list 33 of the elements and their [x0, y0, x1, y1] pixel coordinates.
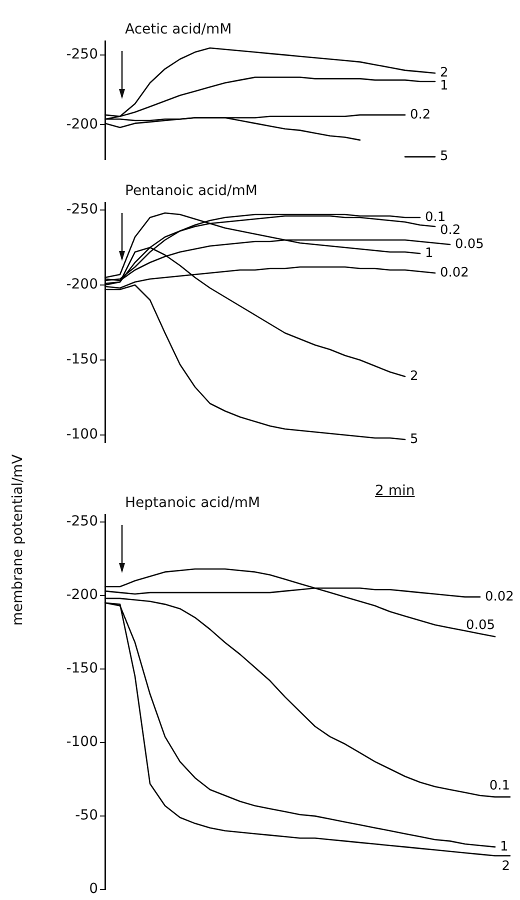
series-label: 0.2: [440, 222, 461, 238]
series-label: 0.2: [410, 107, 431, 122]
series-label: 5: [410, 432, 418, 447]
y-tick-label: -100: [66, 734, 98, 750]
y-tick-label: -200: [66, 587, 98, 604]
y-tick-label: -100: [66, 426, 98, 443]
chart-title: Pentanoic acid/mM: [125, 183, 258, 200]
series-label: 2: [502, 859, 510, 874]
y-tick-label: -250: [66, 46, 98, 63]
series-label: 1: [500, 839, 508, 854]
y-tick-label: -200: [66, 276, 98, 293]
y-tick-label: -200: [66, 116, 98, 132]
text: 2 min: [375, 482, 415, 498]
series-label: 0.05: [466, 618, 496, 634]
y-tick-label: -150: [66, 660, 98, 677]
series-label: 5: [440, 149, 448, 164]
series-label: 1: [440, 78, 448, 94]
y-tick-label: -250: [66, 202, 98, 218]
series-label: 0.02: [440, 265, 469, 280]
y-axis-title: membrane potential/mV: [10, 454, 26, 626]
series-label: 0.02: [485, 589, 514, 604]
y-tick-label: -50: [75, 808, 98, 824]
series-label: 2: [440, 65, 448, 80]
series-label: 2: [410, 368, 418, 384]
y-tick-label: 0: [89, 881, 98, 898]
series-label: 0.1: [425, 210, 446, 225]
series-label: 1: [425, 246, 434, 261]
chart-title: Acetic acid/mM: [125, 22, 232, 38]
series-label: 0.1: [489, 778, 510, 794]
y-tick-label: -250: [66, 514, 98, 530]
chart-title: Heptanoic acid/mM: [125, 495, 260, 512]
series-label: 0.05: [455, 236, 484, 252]
y-tick-label: -150: [66, 352, 98, 368]
